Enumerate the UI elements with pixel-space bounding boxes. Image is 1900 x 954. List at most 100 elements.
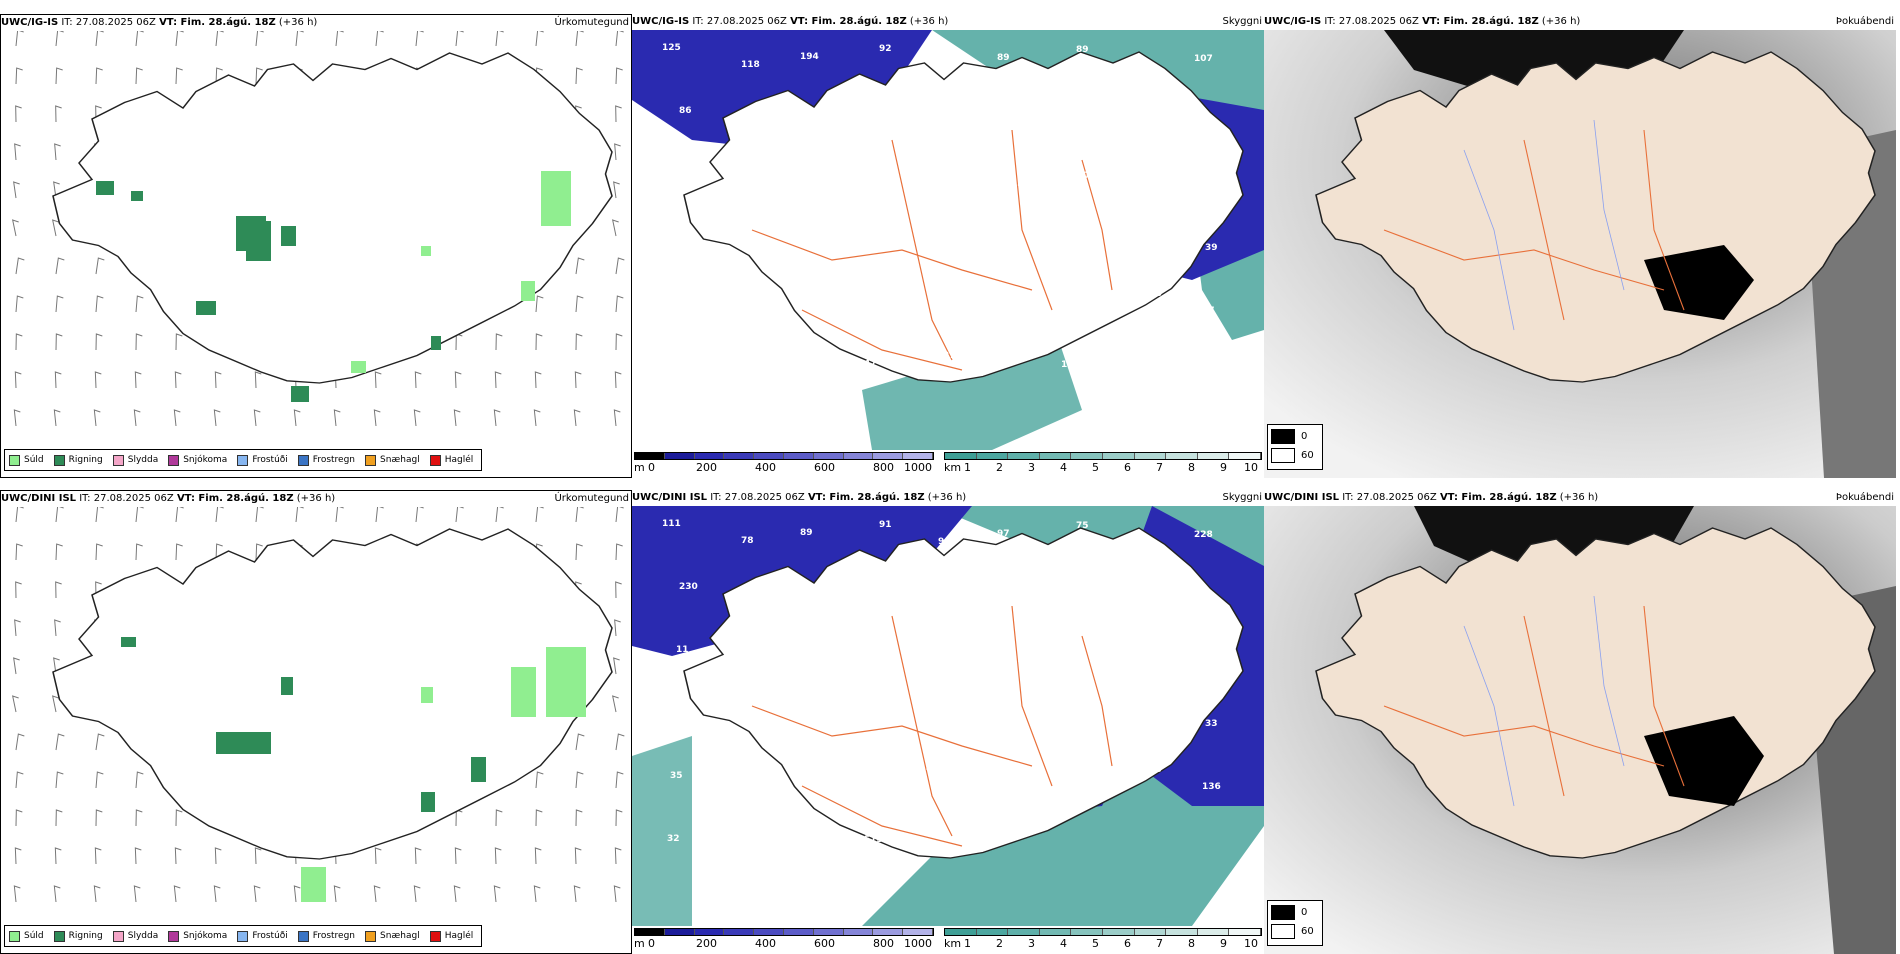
legend-item: Slydda <box>112 930 158 942</box>
cloud-base-label: 47 <box>1132 125 1145 135</box>
wind-barb <box>215 543 223 561</box>
wind-barb <box>15 543 23 561</box>
fog-legend-value: 60 <box>1301 450 1314 461</box>
wind-barb <box>534 847 542 865</box>
cloud-base-label: 139 <box>929 225 948 235</box>
cbar-unit: m <box>634 461 645 474</box>
fog-legend-value: 0 <box>1301 907 1308 918</box>
cbar-tick: 0 <box>648 461 655 474</box>
cbar-tick: 10 <box>1244 461 1258 474</box>
cbar-tick: 600 <box>814 937 835 950</box>
cloud-base-label: 312 <box>1011 655 1030 665</box>
cbar-tick: 4 <box>1060 461 1067 474</box>
wind-barb <box>214 371 222 389</box>
legend-item: Snæhagl <box>365 930 420 942</box>
wind-barb <box>53 409 61 427</box>
wind-barb <box>175 31 184 47</box>
legend-item: Frostregn <box>297 454 355 466</box>
wind-barb <box>375 31 384 47</box>
wind-barb <box>93 885 101 903</box>
wind-barb <box>135 543 143 561</box>
cbar-tick: 600 <box>814 461 835 474</box>
wind-barb <box>415 31 424 47</box>
cloud-base-label: 49 <box>673 232 686 242</box>
cloud-base-label: 33 <box>1205 719 1218 729</box>
wind-barb <box>213 409 221 427</box>
cloud-base-label: 118 <box>741 60 760 70</box>
precip-panel-top: UWC/IG-IS IT: 27.08.2025 06Z VT: Fim. 28… <box>0 14 632 478</box>
panel-title: Úrkomutegund <box>554 17 629 28</box>
cloud-base-label: 111 <box>662 519 681 529</box>
cbar-tick: 800 <box>873 937 894 950</box>
wind-barb <box>494 371 502 389</box>
cloud-base-label: 298 <box>1143 289 1162 299</box>
wind-barb <box>13 409 21 427</box>
cloud-base-label: 204 <box>732 700 751 710</box>
wind-barb <box>575 771 584 789</box>
cbar-tick: 5 <box>1092 937 1099 950</box>
wind-barb <box>174 371 182 389</box>
wind-barb <box>51 695 59 713</box>
cloud-base-label: 319 <box>932 663 951 673</box>
cbar-tick: 10 <box>1244 937 1258 950</box>
wind-barb <box>295 31 304 47</box>
wind-barb <box>54 847 62 865</box>
wind-barb <box>173 409 181 427</box>
cbar-tick: 400 <box>755 937 776 950</box>
cloud-base-label: 100 <box>1070 171 1089 181</box>
cloud-base-label: 45 <box>929 701 942 711</box>
cloud-base-label: 44 <box>732 224 745 234</box>
wind-barb <box>11 695 19 713</box>
wind-barb <box>614 847 622 865</box>
panel-title: Skyggni <box>1222 16 1262 27</box>
cloud-base-label: 89 <box>800 528 813 538</box>
wind-barb <box>134 847 142 865</box>
wind-barb <box>15 809 23 827</box>
cloud-base-label: 80 <box>676 169 689 179</box>
cbar-tick: 400 <box>755 461 776 474</box>
wind-barb <box>95 295 104 313</box>
cbar-tick: 1 <box>964 461 971 474</box>
wind-barb <box>575 31 584 47</box>
cloud-base-label: 92 <box>879 44 892 54</box>
wind-barb <box>95 543 103 561</box>
wind-barb <box>53 657 60 675</box>
cloud-base-label: 48 <box>1073 584 1086 594</box>
cbar-tick: 1000 <box>904 461 932 474</box>
wind-barb <box>455 507 464 523</box>
cbar-tick: 5 <box>1092 461 1099 474</box>
cloud-base-label: 49 <box>1008 718 1021 728</box>
cloud-base-label: 34 <box>746 826 759 836</box>
cloud-base-label: 129 <box>1008 242 1027 252</box>
wind-barb <box>335 507 344 523</box>
cloud-base-label: 5 <box>667 358 673 368</box>
wind-barb <box>135 507 144 523</box>
wind-barb <box>134 371 142 389</box>
cloud-base-label: 40 <box>870 709 883 719</box>
wind-barb <box>575 257 585 275</box>
wind-barb <box>574 847 582 865</box>
wind-barb <box>135 295 144 313</box>
wind-barb <box>615 733 625 751</box>
colorbar-m: m 0 200 400 600 800 1000 <box>634 452 934 474</box>
wind-barb <box>95 771 104 789</box>
cloud-base-label: 117 <box>870 233 889 243</box>
cloud-base-label: 105 <box>797 115 816 125</box>
cbar-tick: 1 <box>964 937 971 950</box>
cbar-tick: 800 <box>873 461 894 474</box>
cloud-base-label: 83 <box>1005 305 1018 315</box>
wind-barb <box>135 333 143 351</box>
wind-barb <box>615 333 623 351</box>
wind-barb <box>573 885 581 903</box>
cloud-base-label: 111 <box>1191 593 1210 603</box>
wind-barb <box>495 507 504 523</box>
wind-barb <box>373 885 381 903</box>
cbar-tick: 7 <box>1156 937 1163 950</box>
wind-barb <box>53 181 60 199</box>
wind-barb <box>93 409 101 427</box>
wind-barb <box>255 31 264 47</box>
wind-barb <box>295 507 304 523</box>
wind-barb <box>13 657 20 675</box>
wind-barb <box>51 219 59 237</box>
wind-barb <box>55 105 62 123</box>
